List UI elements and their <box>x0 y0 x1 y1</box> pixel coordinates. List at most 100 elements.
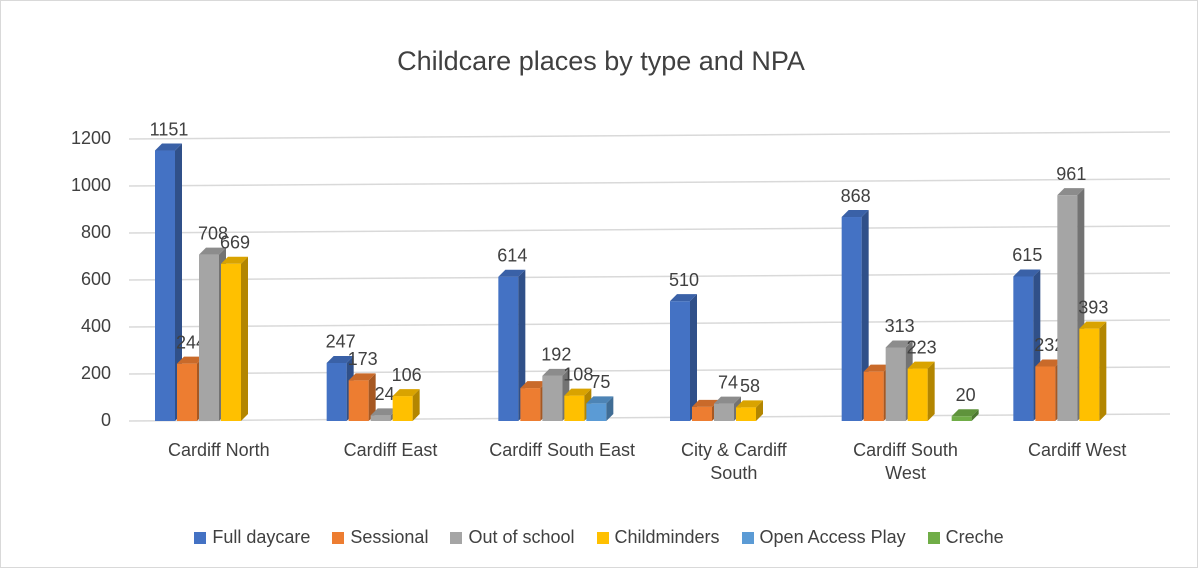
grid-line <box>128 272 1171 281</box>
grid-line <box>128 178 1171 187</box>
bar-side <box>368 373 376 421</box>
x-tick-label: Cardiff South West <box>853 440 958 483</box>
bar-front <box>1057 195 1078 421</box>
y-tick-label: 0 <box>101 410 111 430</box>
grid-line <box>128 366 1171 375</box>
y-tick-label: 600 <box>81 269 111 289</box>
data-label: 232 <box>1034 335 1064 355</box>
legend-label: Childminders <box>614 527 720 547</box>
bar-front <box>1013 276 1034 421</box>
bar-top <box>177 356 204 364</box>
bar-top <box>542 368 570 376</box>
bar-top <box>221 256 248 264</box>
bar-front <box>542 375 563 421</box>
y-tick-label: 400 <box>81 316 111 336</box>
bar <box>586 396 614 421</box>
bar-front <box>951 416 972 421</box>
bar-top <box>199 247 226 255</box>
bar-front <box>177 363 197 421</box>
data-label: 173 <box>348 349 378 369</box>
bar-front <box>326 362 347 421</box>
bar <box>348 373 376 421</box>
bar <box>841 210 869 421</box>
legend-swatch <box>927 531 940 544</box>
legend-swatch <box>596 531 609 544</box>
bar-top <box>586 396 614 404</box>
bar-front <box>392 396 413 421</box>
y-tick-label: 800 <box>81 222 111 242</box>
data-label: 669 <box>220 233 250 253</box>
bar-top <box>736 400 763 408</box>
bar-top <box>520 381 548 389</box>
bar-top <box>841 210 869 218</box>
legend-item: Childminders <box>596 527 720 548</box>
bar-side <box>690 294 697 421</box>
grid-line <box>128 131 1171 140</box>
legend: Full daycare Sessional Out of school Childm… <box>1 527 1197 548</box>
bar-front <box>199 254 219 421</box>
bar-top <box>498 269 526 277</box>
legend-item: Out of school <box>450 527 575 548</box>
bar-side <box>927 361 935 421</box>
bar-front <box>885 347 906 421</box>
bar-top <box>564 388 592 396</box>
bar <box>670 294 697 421</box>
bar-top <box>1035 359 1063 367</box>
bar-top <box>670 294 697 302</box>
y-tick-label: 1200 <box>71 128 111 148</box>
bar-top <box>1057 188 1085 196</box>
bar-front <box>841 217 862 421</box>
bar <box>155 143 182 421</box>
data-label: 1151 <box>150 119 189 139</box>
x-tick-label: City & Cardiff South <box>680 440 787 483</box>
bar-top <box>951 409 979 417</box>
bar-top <box>714 396 741 404</box>
data-label: 74 <box>718 372 738 392</box>
legend-item: Creche <box>927 527 1004 548</box>
legend-label: Sessional <box>350 527 429 547</box>
legend-swatch <box>741 531 754 544</box>
bar-side <box>1099 321 1107 421</box>
bar-front <box>221 263 241 421</box>
bar-front <box>692 406 712 421</box>
bar-side <box>518 269 526 421</box>
bar-top <box>907 361 935 369</box>
bar-side <box>175 143 182 421</box>
legend-item: Open Access Play <box>741 527 906 548</box>
y-tick-label: 200 <box>81 363 111 383</box>
bar-top <box>885 340 913 348</box>
data-label: 106 <box>392 365 422 385</box>
bar <box>392 389 420 421</box>
bar-front <box>736 407 756 421</box>
bar-side <box>756 400 763 421</box>
data-label: 510 <box>669 270 699 290</box>
bar-front <box>714 403 734 421</box>
bar-front <box>498 276 519 421</box>
bar <box>1079 321 1107 421</box>
data-label: 868 <box>841 186 871 206</box>
bar-top <box>1013 269 1041 277</box>
legend-label: Open Access Play <box>759 527 906 547</box>
data-label: 192 <box>541 345 571 365</box>
y-tick-label: 1000 <box>71 175 111 195</box>
bar <box>221 256 248 421</box>
bar-top <box>155 143 182 151</box>
data-label: 24 <box>375 384 395 404</box>
legend-swatch <box>450 531 463 544</box>
bar-top <box>863 364 891 372</box>
bar-front <box>907 368 928 421</box>
bar-top <box>392 389 420 397</box>
data-label: 247 <box>326 332 356 352</box>
bar <box>326 355 354 421</box>
bar-front <box>155 150 175 421</box>
bar-front <box>863 371 884 421</box>
x-tick-label: Cardiff North <box>167 440 270 460</box>
data-label: 244 <box>176 332 206 352</box>
legend-label: Creche <box>945 527 1004 547</box>
data-label: 20 <box>956 385 976 405</box>
legend-item: Full daycare <box>194 527 310 548</box>
bar-front <box>1079 328 1100 421</box>
legend-label: Full daycare <box>212 527 311 547</box>
data-label: 108 <box>563 364 593 384</box>
